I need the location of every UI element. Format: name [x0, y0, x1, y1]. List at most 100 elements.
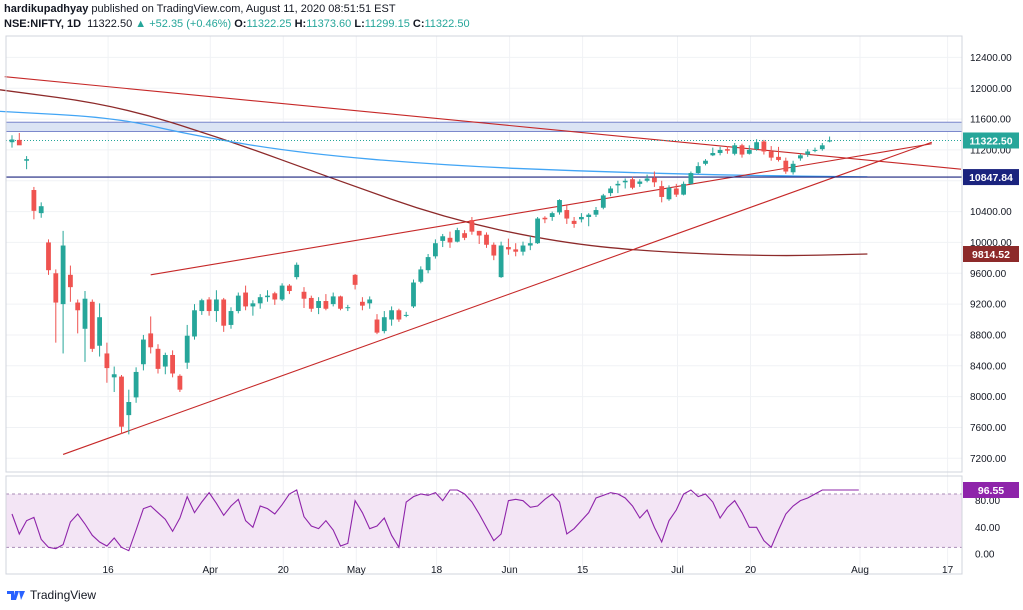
- candle-body[interactable]: [16, 139, 22, 146]
- candle-body[interactable]: [199, 300, 205, 312]
- candle-body[interactable]: [498, 245, 504, 278]
- candle-body[interactable]: [323, 301, 329, 309]
- candle-body[interactable]: [133, 371, 139, 398]
- candle-body[interactable]: [673, 188, 679, 195]
- candle-body[interactable]: [162, 354, 168, 367]
- candle-body[interactable]: [265, 295, 270, 298]
- candle-body[interactable]: [111, 374, 117, 378]
- candle-body[interactable]: [243, 292, 248, 307]
- candle-body[interactable]: [527, 243, 533, 246]
- candle-body[interactable]: [768, 151, 774, 158]
- candle-body[interactable]: [206, 299, 212, 312]
- candle-body[interactable]: [68, 274, 73, 288]
- candle-body[interactable]: [294, 264, 300, 278]
- candle-body[interactable]: [630, 179, 635, 188]
- candle-body[interactable]: [433, 243, 438, 257]
- candle-body[interactable]: [710, 153, 716, 156]
- trendline-ascending-support[interactable]: [62, 141, 932, 455]
- candle-body[interactable]: [148, 333, 154, 348]
- candle-body[interactable]: [82, 298, 88, 329]
- candle-body[interactable]: [301, 291, 307, 299]
- candle-body[interactable]: [411, 282, 416, 307]
- candle-body[interactable]: [812, 149, 818, 151]
- candle-body[interactable]: [615, 183, 621, 186]
- candle-body[interactable]: [360, 301, 365, 306]
- candle-body[interactable]: [462, 233, 467, 238]
- candle-body[interactable]: [155, 348, 161, 369]
- footer-brand[interactable]: TradingView: [30, 588, 97, 602]
- candle-body[interactable]: [798, 155, 803, 159]
- candle-body[interactable]: [60, 245, 66, 305]
- candle-body[interactable]: [126, 402, 132, 416]
- trendline-descending-resistance[interactable]: [4, 76, 962, 170]
- candle-body[interactable]: [579, 216, 584, 220]
- candle-body[interactable]: [819, 145, 825, 150]
- candle-body[interactable]: [666, 187, 672, 200]
- candle-body[interactable]: [119, 376, 124, 427]
- candle-body[interactable]: [805, 151, 811, 155]
- candle-body[interactable]: [235, 295, 241, 312]
- candle-body[interactable]: [389, 310, 394, 320]
- candle-body[interactable]: [761, 141, 767, 152]
- candle-body[interactable]: [535, 218, 540, 244]
- candle-body[interactable]: [754, 142, 759, 150]
- candle-body[interactable]: [520, 245, 526, 252]
- candle-body[interactable]: [403, 314, 409, 316]
- trendline-wedge-upper[interactable]: [150, 143, 932, 276]
- candle-body[interactable]: [316, 301, 321, 308]
- candle-body[interactable]: [38, 206, 44, 214]
- candle-body[interactable]: [177, 375, 183, 390]
- candle-body[interactable]: [250, 303, 256, 307]
- candle-body[interactable]: [338, 296, 343, 309]
- candle-body[interactable]: [352, 274, 358, 285]
- candle-body[interactable]: [75, 302, 81, 311]
- candle-body[interactable]: [221, 299, 227, 326]
- candle-body[interactable]: [513, 249, 519, 252]
- candle-body[interactable]: [345, 307, 351, 309]
- candle-body[interactable]: [24, 159, 29, 161]
- candle-body[interactable]: [776, 156, 781, 160]
- candle-body[interactable]: [104, 353, 110, 369]
- symbol-name[interactable]: NSE:NIFTY, 1D: [4, 18, 82, 30]
- candle-body[interactable]: [652, 177, 657, 183]
- author-name[interactable]: hardikupadhyay: [4, 3, 89, 15]
- candle-body[interactable]: [440, 236, 446, 241]
- candle-body[interactable]: [170, 354, 175, 374]
- candle-body[interactable]: [703, 160, 708, 164]
- candle-body[interactable]: [491, 244, 497, 256]
- candle-body[interactable]: [557, 200, 562, 213]
- candle-body[interactable]: [644, 178, 650, 181]
- candle-body[interactable]: [469, 220, 475, 232]
- candle-body[interactable]: [506, 247, 511, 250]
- candle-body[interactable]: [746, 149, 752, 154]
- candle-body[interactable]: [9, 139, 15, 143]
- candle-body[interactable]: [790, 163, 796, 173]
- candle-body[interactable]: [564, 210, 570, 219]
- candle-body[interactable]: [192, 310, 197, 337]
- candle-body[interactable]: [214, 299, 219, 312]
- candle-body[interactable]: [725, 149, 730, 151]
- candle-body[interactable]: [418, 269, 424, 282]
- candle-body[interactable]: [622, 180, 628, 183]
- candle-body[interactable]: [549, 213, 555, 217]
- candle-body[interactable]: [732, 145, 738, 154]
- candle-body[interactable]: [279, 285, 285, 300]
- candle-body[interactable]: [97, 317, 102, 346]
- candle-body[interactable]: [542, 217, 548, 220]
- candle-body[interactable]: [688, 173, 694, 184]
- candle-body[interactable]: [31, 190, 37, 211]
- candle-body[interactable]: [184, 335, 190, 363]
- candle-body[interactable]: [425, 257, 431, 271]
- candle-body[interactable]: [287, 285, 292, 292]
- candle-body[interactable]: [681, 183, 686, 195]
- candle-body[interactable]: [717, 149, 723, 154]
- candle-body[interactable]: [637, 181, 643, 184]
- candle-body[interactable]: [659, 186, 665, 197]
- candle-body[interactable]: [593, 210, 599, 215]
- candle-body[interactable]: [586, 214, 592, 217]
- candle-body[interactable]: [257, 297, 263, 304]
- candle-body[interactable]: [53, 273, 59, 303]
- candle-body[interactable]: [330, 296, 336, 305]
- candle-body[interactable]: [89, 301, 95, 349]
- candle-body[interactable]: [571, 220, 577, 224]
